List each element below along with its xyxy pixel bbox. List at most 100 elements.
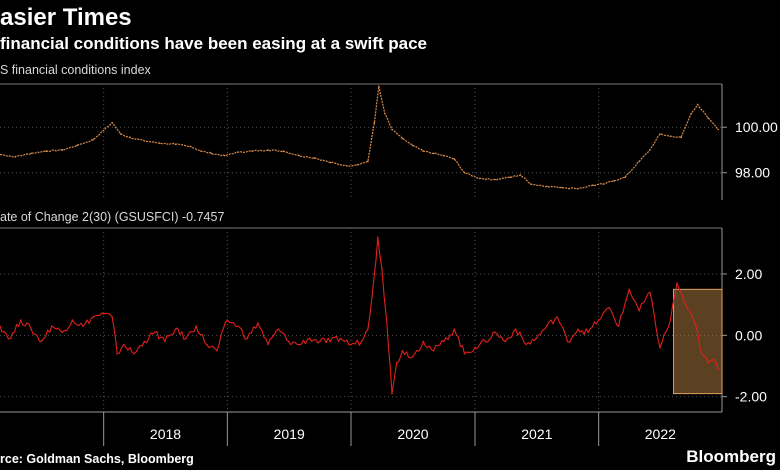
roc-data-point <box>676 282 678 285</box>
roc-data-point <box>669 319 672 321</box>
roc-data-point <box>373 273 376 275</box>
y-tick-label: 0.00 <box>735 327 762 343</box>
roc-data-point <box>367 328 369 331</box>
roc-data-point <box>504 340 507 343</box>
roc-data-point <box>237 325 239 327</box>
fci-data-point <box>624 176 626 179</box>
roc-data-point <box>154 331 156 334</box>
roc-data-point <box>92 316 94 318</box>
fci-data-point <box>669 135 672 138</box>
roc-data-point <box>659 346 661 349</box>
fci-data-point <box>282 150 285 152</box>
roc-data-point <box>143 340 146 343</box>
fci-data-point <box>298 154 300 157</box>
x-tick-label: 2022 <box>645 426 676 442</box>
y-tick-label: 98.00 <box>735 165 770 181</box>
fci-data-point <box>373 121 376 124</box>
roc-data-point <box>319 340 321 343</box>
roc-data-point <box>71 319 74 321</box>
fci-data-point <box>411 144 414 147</box>
roc-data-point <box>617 325 620 327</box>
roc-data-point <box>422 340 424 343</box>
fci-data-point <box>346 165 348 167</box>
roc-data-point <box>174 328 177 331</box>
fci-data-point <box>251 150 253 152</box>
y-tick-label: 2.00 <box>735 266 762 282</box>
fci-data-point <box>61 149 64 151</box>
x-tick-label: 2021 <box>521 426 552 442</box>
fci-data-point <box>0 153 1 156</box>
roc-data-point <box>133 352 135 355</box>
roc-data-point <box>535 337 538 340</box>
fci-data-point <box>158 142 161 144</box>
fci-data-point <box>129 136 131 139</box>
roc-data-point <box>566 340 569 343</box>
roc-data-point <box>432 349 435 352</box>
fci-data-point <box>696 103 699 106</box>
roc-data-point <box>287 340 290 343</box>
fci-data-point <box>432 152 435 155</box>
fci-data-point <box>509 176 512 179</box>
roc-data-point <box>339 337 342 340</box>
roc-data-point <box>30 328 32 331</box>
y-tick-label: -2.00 <box>735 389 767 405</box>
fci-data-point <box>494 178 496 181</box>
roc-data-point <box>391 392 393 395</box>
roc-data-point <box>453 328 456 331</box>
roc-data-point <box>474 346 476 349</box>
fci-data-point <box>30 152 32 155</box>
roc-data-point <box>587 331 589 334</box>
fci-data-point <box>143 140 146 142</box>
roc-data-point <box>684 303 687 306</box>
roc-data-point <box>463 352 466 355</box>
roc-data-point <box>329 340 332 343</box>
brand-logo-text: Bloomberg <box>686 447 776 466</box>
roc-data-point <box>350 343 352 346</box>
roc-data-point <box>122 343 125 346</box>
roc-data-point <box>308 337 311 340</box>
roc-data-point <box>376 236 379 238</box>
x-tick-label: 2019 <box>274 426 305 442</box>
fci-data-point <box>356 163 359 166</box>
fci-data-point <box>546 185 548 188</box>
roc-data-point <box>277 328 280 331</box>
x-tick-label: 2020 <box>397 426 428 442</box>
fci-data-point <box>377 85 380 88</box>
roc-data-point <box>185 337 187 340</box>
fci-data-point <box>463 171 466 174</box>
roc-data-point <box>267 343 269 346</box>
fci-data-point <box>519 174 522 176</box>
roc-series-line <box>0 236 719 395</box>
fci-data-point <box>119 133 122 135</box>
roc-data-point <box>443 340 445 343</box>
fci-data-point <box>659 133 661 135</box>
roc-data-point <box>494 331 496 334</box>
roc-data-point <box>381 267 383 269</box>
fci-data-point <box>92 138 94 141</box>
fci-data-point <box>391 128 393 131</box>
fci-data-point <box>690 112 692 115</box>
roc-data-point <box>638 310 641 312</box>
fci-data-point <box>649 149 651 151</box>
roc-data-point <box>164 340 166 343</box>
roc-data-point <box>257 322 259 324</box>
highlight-box <box>673 288 723 395</box>
roc-data-point <box>525 343 527 346</box>
roc-data-point <box>19 319 22 321</box>
fci-data-point <box>210 152 213 155</box>
fci-data-point <box>174 143 177 146</box>
fci-data-point <box>329 161 332 164</box>
roc-data-point <box>9 337 12 340</box>
fci-data-point <box>367 160 369 163</box>
roc-data-point <box>246 337 249 340</box>
chart-title: asier Times <box>0 4 132 31</box>
roc-data-point <box>608 306 610 309</box>
roc-data-point <box>385 319 388 321</box>
source-note: rce: Goldman Sachs, Bloomberg <box>0 452 194 466</box>
roc-data-point <box>61 331 64 334</box>
roc-data-point <box>360 340 363 343</box>
roc-data-point <box>205 343 208 346</box>
roc-data-point <box>597 319 600 321</box>
fci-data-point <box>707 117 709 119</box>
